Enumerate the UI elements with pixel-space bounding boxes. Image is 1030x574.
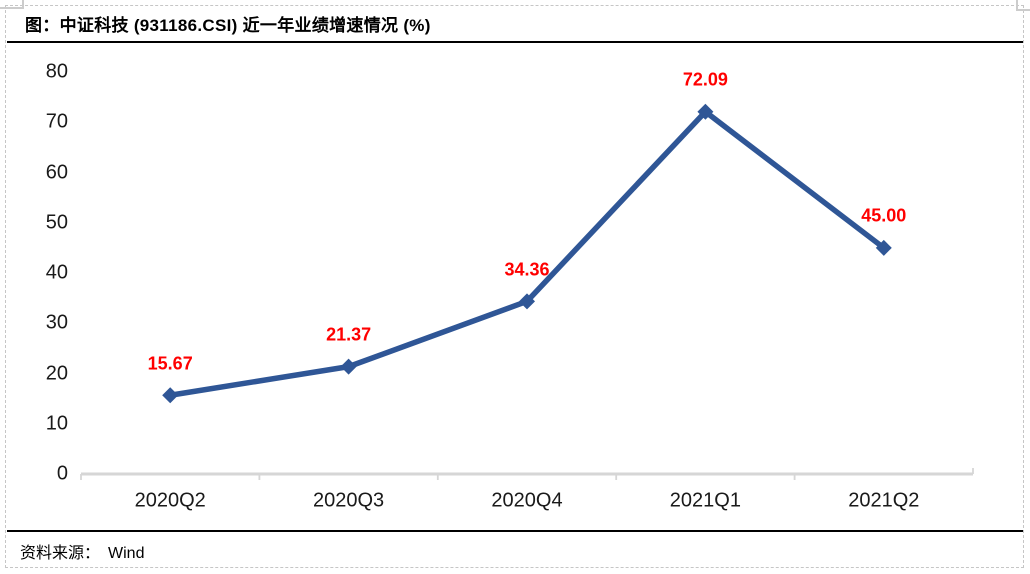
y-axis-tick-label: 70 — [45, 110, 68, 133]
title-divider-line — [7, 41, 1023, 43]
footer-divider-line — [7, 530, 1023, 532]
source-note: 资料来源： Wind — [20, 539, 144, 563]
data-point-marker — [162, 387, 179, 404]
data-point-label: 15.67 — [147, 353, 193, 374]
y-axis-tick-label: 10 — [45, 412, 68, 435]
figure-title: 图：中证科技 (931186.CSI) 近一年业绩增速情况 (%) — [25, 16, 431, 35]
chart-area: 0 10 20 30 40 50 60 70 80 2020Q2 2020Q3 2020Q4 2021… — [0, 44, 1030, 528]
data-point-label: 72.09 — [682, 69, 728, 90]
table-handle-artifact-right — [1016, 0, 1030, 11]
source-value: Wind — [108, 545, 145, 562]
data-series-line — [167, 108, 887, 399]
y-axis-tick-label: 0 — [56, 462, 68, 485]
table-handle-artifact-left — [0, 0, 24, 9]
x-axis-tick-label: 2020Q2 — [134, 489, 206, 512]
x-axis-tick-label: 2021Q1 — [669, 489, 741, 512]
x-axis-tick-label: 2020Q3 — [313, 489, 385, 512]
data-point-label: 45.00 — [861, 205, 907, 226]
y-axis-tick-label: 50 — [45, 211, 68, 234]
data-point-marker — [697, 103, 714, 120]
data-point-marker — [875, 239, 892, 256]
data-point-marker — [519, 293, 535, 310]
data-point-label: 21.37 — [326, 324, 372, 345]
x-axis-tick-label: 2021Q2 — [848, 489, 920, 512]
y-axis-tick-label: 40 — [45, 261, 68, 284]
y-axis-tick-label: 30 — [45, 311, 68, 334]
x-axis-tick-label: 2020Q4 — [491, 489, 563, 512]
y-axis-tick-label: 60 — [45, 161, 68, 183]
y-axis-tick-label: 80 — [45, 60, 68, 83]
source-label: 资料来源： — [20, 545, 101, 562]
data-point-label: 34.36 — [504, 259, 550, 280]
data-point-marker — [340, 358, 357, 375]
y-axis-tick-label: 20 — [45, 362, 68, 384]
